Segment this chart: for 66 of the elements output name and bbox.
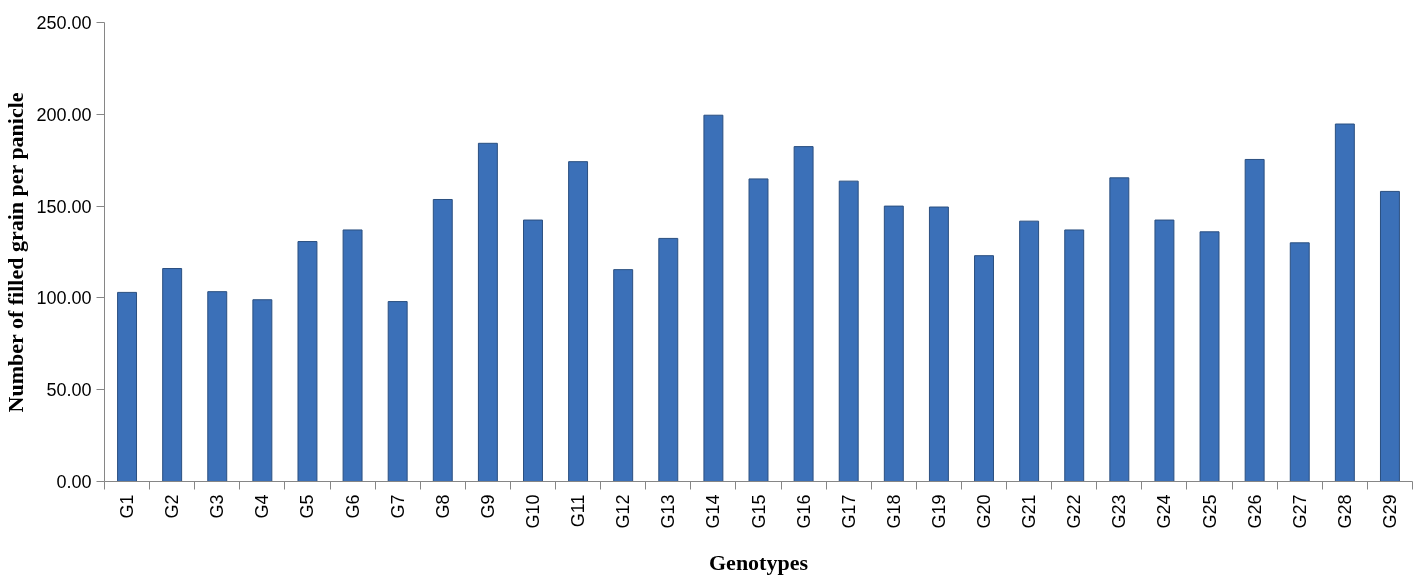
bar	[432, 198, 453, 482]
bar	[117, 291, 138, 482]
bar	[793, 146, 814, 482]
bar	[928, 206, 949, 482]
bar	[1379, 190, 1400, 482]
bar	[477, 142, 498, 482]
bar	[387, 301, 408, 482]
x-tick-label: G18	[883, 494, 904, 529]
y-tick-label: 150.00	[36, 196, 92, 217]
x-tick-label: G11	[568, 494, 589, 528]
x-tick-label: G8	[432, 494, 453, 519]
bar	[1019, 220, 1040, 482]
x-tick-label: G12	[613, 494, 634, 529]
x-tick-label: G13	[658, 494, 679, 529]
bar	[342, 229, 363, 482]
x-tick-label: G3	[207, 494, 228, 519]
x-tick-label: G29	[1379, 494, 1400, 529]
bar	[703, 114, 724, 482]
x-tick-label: G5	[297, 494, 318, 519]
x-axis-title: Genotypes	[709, 549, 809, 575]
bar	[1244, 158, 1265, 482]
bar	[568, 161, 589, 482]
bar	[1109, 177, 1130, 482]
y-tick-label: 250.00	[36, 13, 92, 33]
x-tick-label: G20	[974, 494, 995, 529]
x-tick-label: G19	[928, 494, 949, 529]
bar	[748, 178, 769, 482]
y-axis-title: Number of filled grain per panicle	[3, 92, 29, 413]
bar	[613, 269, 634, 482]
bar	[1289, 242, 1310, 482]
x-tick-label: G6	[342, 494, 363, 519]
x-tick-label: G2	[162, 494, 183, 519]
x-tick-label: G26	[1244, 494, 1265, 529]
x-tick-label: G16	[793, 494, 814, 529]
x-tick-label: G23	[1109, 494, 1130, 529]
bar	[658, 237, 679, 482]
x-tick-label: G1	[117, 494, 138, 519]
bar	[1154, 219, 1175, 482]
bar	[883, 205, 904, 482]
bar	[297, 241, 318, 482]
x-tick-label: G4	[252, 494, 273, 519]
x-tick-label: G17	[838, 494, 859, 529]
y-tick-label: 100.00	[36, 288, 92, 309]
x-tick-label: G24	[1154, 494, 1175, 529]
y-tick-label: 200.00	[36, 104, 92, 125]
bar	[1064, 229, 1085, 482]
x-tick-label: G21	[1019, 494, 1040, 529]
x-tick-label: G9	[477, 494, 498, 519]
x-tick-label: G15	[748, 494, 769, 529]
bar	[207, 291, 228, 482]
y-tick-label: 0.00	[56, 472, 92, 492]
bar	[1199, 231, 1220, 482]
x-tick-label: G25	[1199, 494, 1220, 529]
x-tick-label: G14	[703, 494, 724, 529]
bar	[974, 255, 994, 482]
bar	[838, 180, 859, 482]
y-tick-label: 50.00	[46, 380, 92, 401]
x-tick-label: G7	[387, 494, 408, 519]
x-tick-label: G27	[1289, 494, 1310, 529]
bar	[1334, 123, 1355, 482]
x-tick-label: G28	[1334, 494, 1355, 529]
bar	[162, 268, 183, 482]
bar	[252, 299, 273, 482]
x-tick-label: G10	[522, 494, 543, 529]
bar	[523, 219, 543, 482]
x-tick-label: G22	[1064, 494, 1085, 529]
